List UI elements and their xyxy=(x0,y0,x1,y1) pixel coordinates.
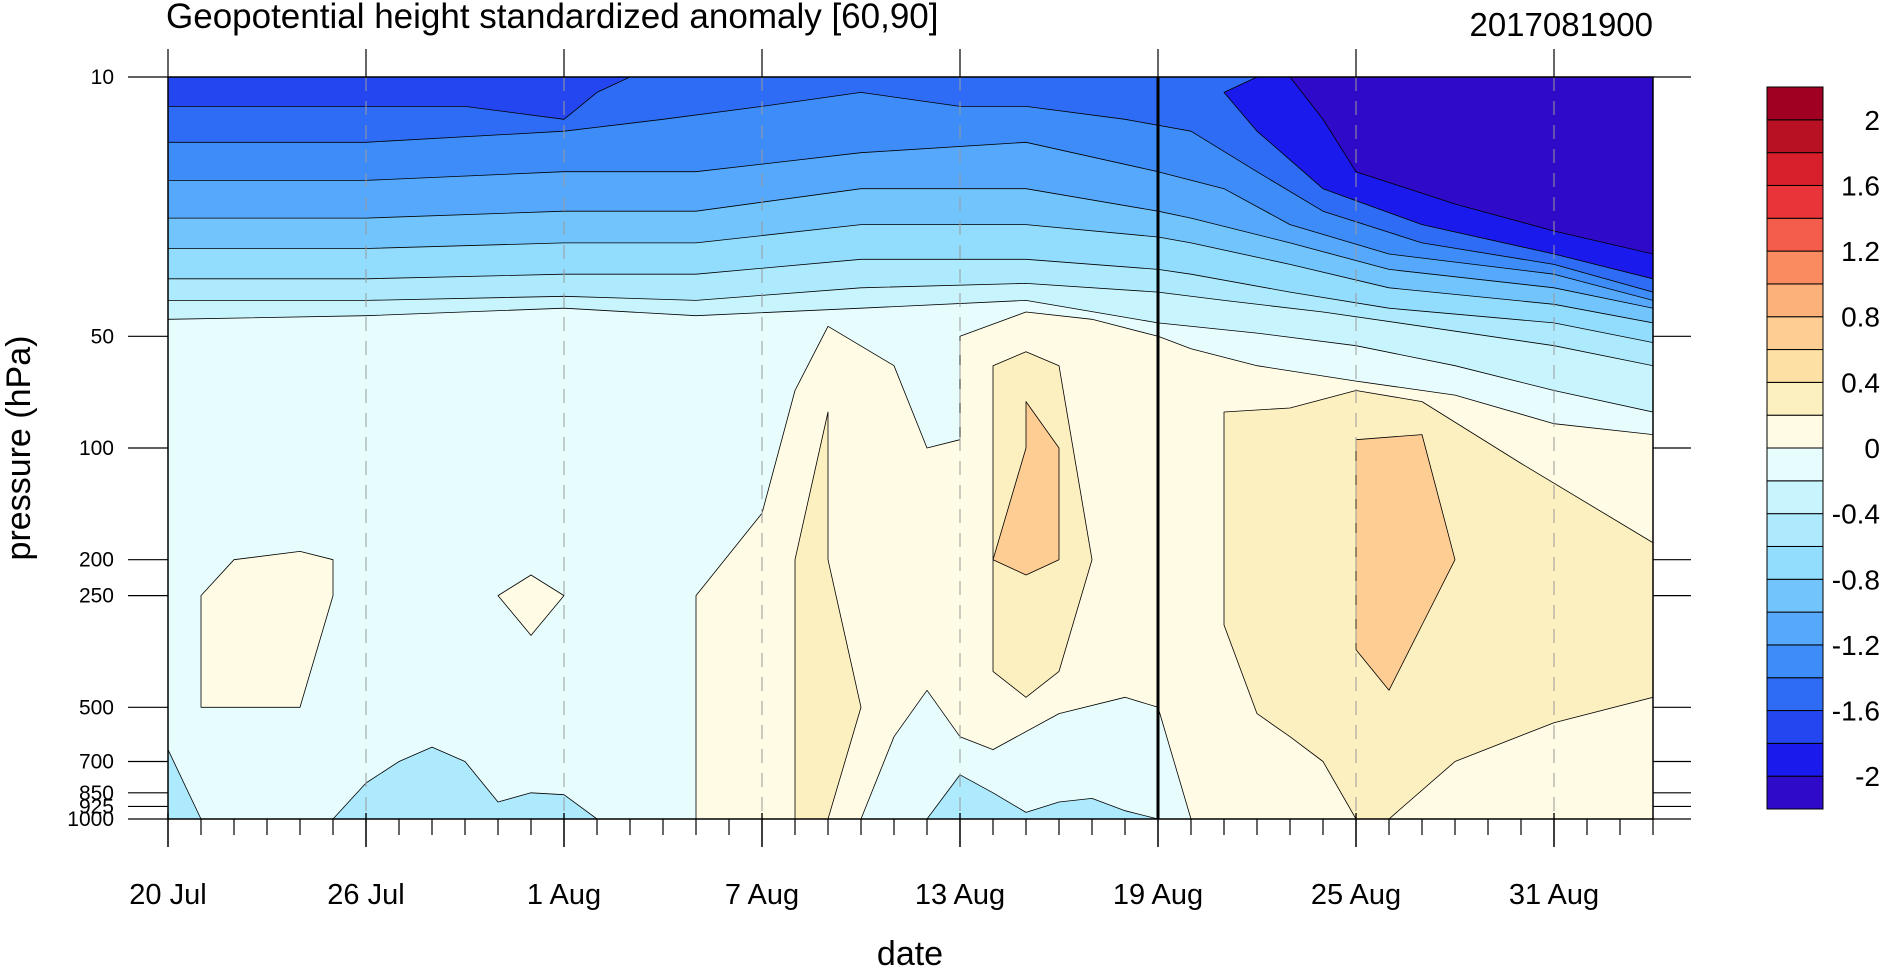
contour-region-18 xyxy=(168,749,202,819)
y-tick-label-3: 200 xyxy=(79,549,114,572)
y-tick-label-1: 50 xyxy=(91,325,114,348)
colorbar-label-10: -2 xyxy=(1855,761,1880,792)
colorbar-swatch-1 xyxy=(1766,742,1824,777)
colorbar-label-6: -0.4 xyxy=(1832,499,1880,530)
x-tick-label-0: 20 Jul xyxy=(129,879,206,911)
contour-region-15 xyxy=(1223,390,1653,819)
x-tick-label-2: 1 Aug xyxy=(527,879,601,911)
colorbar-swatch-13 xyxy=(1766,349,1824,383)
contour-region-19 xyxy=(332,746,598,819)
colorbar-swatch-18 xyxy=(1766,184,1824,219)
y-tick-label-9: 1000 xyxy=(67,808,114,831)
colorbar-swatch-12 xyxy=(1766,381,1824,416)
y-tick-label-8: 925 xyxy=(79,795,114,818)
colorbar-swatch-16 xyxy=(1766,250,1824,285)
colorbar-swatch-0 xyxy=(1766,775,1824,810)
colorbar-label-7: -0.8 xyxy=(1832,564,1880,595)
x-tick-label-3: 7 Aug xyxy=(725,879,799,911)
x-axis-label: date xyxy=(877,935,943,969)
colorbar-swatch-11 xyxy=(1766,414,1824,449)
colorbar-label-0: 2 xyxy=(1864,105,1880,136)
colorbar-swatch-9 xyxy=(1766,480,1824,515)
colorbar-label-9: -1.6 xyxy=(1832,696,1880,727)
colorbar-swatch-15 xyxy=(1766,283,1824,318)
contour-region-13 xyxy=(794,411,862,819)
contour-region-11 xyxy=(200,551,334,708)
colorbar-swatch-6 xyxy=(1766,578,1824,613)
contour-fills xyxy=(168,77,1653,819)
x-axis: 20 Jul 26 Jul 1 Aug 7 Aug 13 Aug 19 Aug 25 Aug… xyxy=(129,49,1654,911)
contour-region-12 xyxy=(497,574,565,636)
x-tick-label-5: 19 Aug xyxy=(1113,879,1203,911)
colorbar-label-2: 1.2 xyxy=(1841,236,1880,267)
colorbar-swatch-17 xyxy=(1766,217,1824,252)
chart-subtitle: 2017081900 xyxy=(1469,6,1653,43)
colorbar-label-4: 0.4 xyxy=(1841,367,1880,398)
y-tick-label-4: 250 xyxy=(79,585,114,608)
x-tick-label-1: 26 Jul xyxy=(327,879,404,911)
y-tick-label-5: 500 xyxy=(79,696,114,719)
colorbar-swatch-19 xyxy=(1766,152,1824,186)
colorbar-swatch-21 xyxy=(1766,86,1824,121)
colorbar-swatch-2 xyxy=(1766,710,1824,744)
colorbar: 2 1.6 1.2 0.8 0.4 0 -0.4 -0.8 -1.2 -1.6 -2 xyxy=(1766,86,1880,810)
contour-region-7 xyxy=(168,77,631,120)
y-tick-label-2: 100 xyxy=(79,437,114,460)
chart-title: Geopotential height standardized anomaly… xyxy=(166,0,938,36)
y-axis-label: pressure (hPa) xyxy=(0,336,38,561)
plot-area xyxy=(168,77,1653,819)
date-gridlines xyxy=(365,77,1555,819)
colorbar-swatch-3 xyxy=(1766,677,1824,712)
contour-region-17 xyxy=(1355,434,1456,691)
colorbar-label-1: 1.6 xyxy=(1841,170,1880,201)
colorbar-label-3: 0.8 xyxy=(1841,302,1880,333)
colorbar-swatch-8 xyxy=(1766,513,1824,547)
colorbar-swatch-4 xyxy=(1766,644,1824,679)
y-tick-label-0: 10 xyxy=(91,66,114,89)
y-tick-label-6: 700 xyxy=(79,751,114,774)
colorbar-label-8: -1.2 xyxy=(1832,630,1880,661)
colorbar-swatch-5 xyxy=(1766,611,1824,646)
x-tick-label-7: 31 Aug xyxy=(1509,879,1599,911)
contour-region-9 xyxy=(1289,77,1653,255)
contour-region-20 xyxy=(926,774,1159,819)
colorbar-swatch-7 xyxy=(1766,545,1824,580)
colorbar-label-5: 0 xyxy=(1864,433,1880,464)
colorbar-swatch-10 xyxy=(1766,447,1824,482)
y-tick-label-7: 850 xyxy=(79,782,114,805)
x-tick-label-6: 25 Aug xyxy=(1311,879,1401,911)
colorbar-swatch-20 xyxy=(1766,119,1824,154)
colorbar-swatch-14 xyxy=(1766,316,1824,351)
x-tick-label-4: 13 Aug xyxy=(915,879,1005,911)
contour-region-16 xyxy=(992,401,1060,576)
